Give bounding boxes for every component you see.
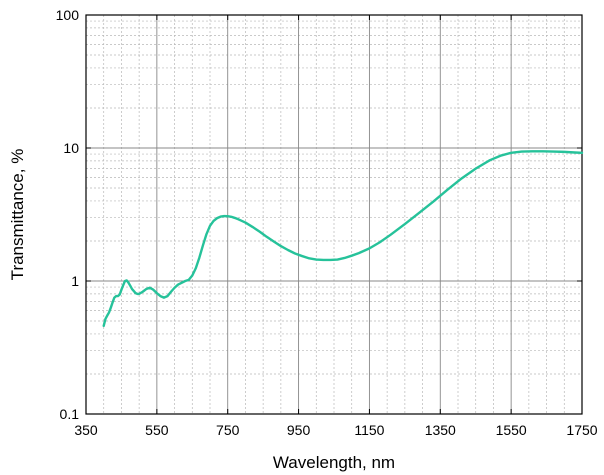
y-tick-label: 100 bbox=[56, 7, 80, 23]
x-tick-label: 1150 bbox=[354, 422, 384, 438]
x-tick-label: 350 bbox=[74, 422, 98, 438]
y-axis-label: Transmittance, % bbox=[8, 149, 27, 281]
x-tick-label: 750 bbox=[216, 422, 240, 438]
y-tick-label: 10 bbox=[63, 140, 79, 156]
x-tick-label: 950 bbox=[287, 422, 311, 438]
y-tick-label: 0.1 bbox=[60, 406, 80, 422]
x-tick-label: 1550 bbox=[496, 422, 527, 438]
x-tick-label: 550 bbox=[145, 422, 169, 438]
x-tick-label: 1350 bbox=[425, 422, 456, 438]
y-tick-label: 1 bbox=[71, 273, 79, 289]
x-axis-label: Wavelength, nm bbox=[273, 453, 395, 472]
x-tick-label: 1750 bbox=[566, 422, 597, 438]
